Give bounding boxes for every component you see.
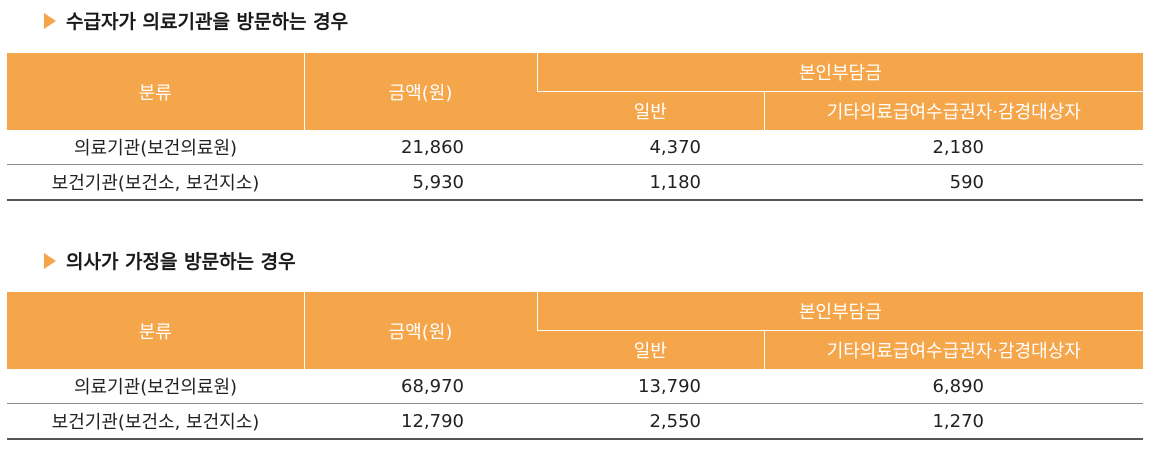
section-title: 의사가 가정을 방문하는 경우 [44, 247, 296, 274]
row-other: 590 [764, 164, 1143, 201]
triangle-right-icon [44, 252, 56, 269]
table-row: 의료기관(보건의료원) 21,860 4,370 2,180 [7, 130, 1143, 165]
header-general: 일반 [537, 329, 764, 369]
row-amount: 21,860 [304, 130, 537, 165]
fee-table: 분류 금액(원) 본인부담금 일반 기타의료급여수급권자·감경대상자 의료기관(… [7, 53, 1143, 201]
row-amount: 68,970 [304, 369, 537, 404]
row-category: 보건기관(보건소, 보건지소) [7, 164, 304, 201]
header-other: 기타의료급여수급권자·감경대상자 [763, 90, 1143, 130]
table-row: 의료기관(보건의료원) 68,970 13,790 6,890 [7, 369, 1143, 404]
row-category: 의료기관(보건의료원) [7, 369, 304, 404]
table-row: 보건기관(보건소, 보건지소) 12,790 2,550 1,270 [7, 403, 1143, 440]
row-other: 6,890 [764, 369, 1143, 404]
section-title: 수급자가 의료기관을 방문하는 경우 [44, 7, 348, 34]
row-category: 보건기관(보건소, 보건지소) [7, 403, 304, 440]
header-other: 기타의료급여수급권자·감경대상자 [763, 329, 1143, 369]
header-category: 분류 [7, 292, 304, 369]
header-amount: 금액(원) [303, 53, 537, 130]
fee-table: 분류 금액(원) 본인부담금 일반 기타의료급여수급권자·감경대상자 의료기관(… [7, 292, 1143, 440]
table-row: 보건기관(보건소, 보건지소) 5,930 1,180 590 [7, 164, 1143, 201]
row-general: 1,180 [537, 164, 764, 201]
row-other: 1,270 [764, 403, 1143, 440]
header-general: 일반 [537, 90, 764, 130]
section-title-text: 의사가 가정을 방문하는 경우 [66, 251, 296, 273]
header-category: 분류 [7, 53, 304, 130]
header-copay: 본인부담금 [536, 292, 1143, 330]
row-general: 2,550 [537, 403, 764, 440]
row-amount: 12,790 [304, 403, 537, 440]
triangle-right-icon [44, 12, 56, 29]
row-general: 13,790 [537, 369, 764, 404]
row-general: 4,370 [537, 130, 764, 165]
row-other: 2,180 [764, 130, 1143, 165]
section-title-text: 수급자가 의료기관을 방문하는 경우 [66, 11, 349, 33]
header-copay: 본인부담금 [536, 53, 1143, 91]
row-category: 의료기관(보건의료원) [7, 130, 304, 165]
row-amount: 5,930 [304, 164, 537, 201]
header-amount: 금액(원) [303, 292, 537, 369]
